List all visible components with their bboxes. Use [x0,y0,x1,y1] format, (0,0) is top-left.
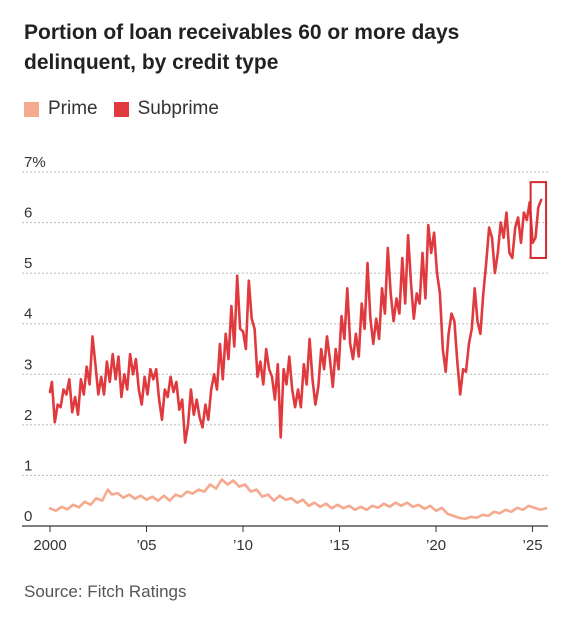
y-tick-label: 2 [24,407,32,424]
legend-item-prime: Prime [24,98,98,120]
legend: Prime Subprime [24,98,235,120]
y-tick-label: 3 [24,356,32,373]
y-tick-label: 1 [24,457,32,474]
series-line-subprime [48,198,543,444]
legend-item-subprime: Subprime [113,98,219,120]
y-tick-label: 6 [24,205,32,222]
y-tick-label: 5 [24,255,32,272]
prime-swatch [24,101,39,117]
x-tick-label: ’15 [330,537,350,554]
x-tick-label: ’05 [136,537,156,554]
x-tick-label: ’10 [233,537,253,554]
y-tick-label: 0 [24,508,32,525]
y-tick-label: 4 [24,306,32,323]
legend-label-subprime: Subprime [137,98,219,119]
y-tick-label: 7% [24,154,46,171]
series-line-prime [48,478,548,521]
x-tick-label: 2000 [33,537,66,554]
source-note: Source: Fitch Ratings [24,582,187,601]
x-tick-label: ’20 [426,537,446,554]
x-tick-label: ’25 [523,537,543,554]
chart-title: Portion of loan receivables 60 or more d… [24,21,460,74]
legend-label-prime: Prime [48,98,98,119]
subprime-swatch [113,101,129,117]
highlight-box [529,181,548,259]
